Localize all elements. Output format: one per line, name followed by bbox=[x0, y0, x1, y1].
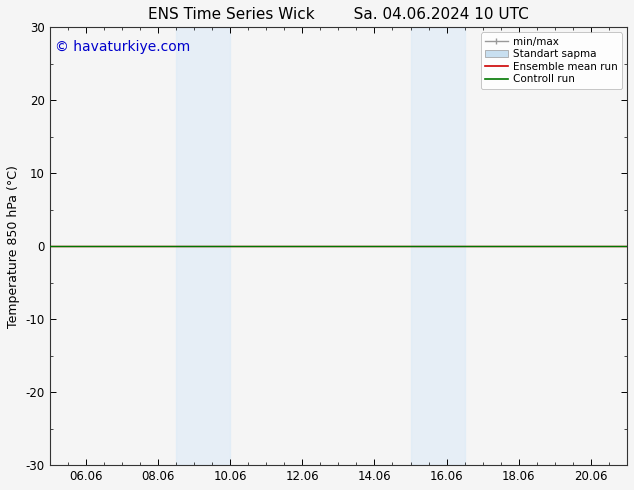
Y-axis label: Temperature 850 hPa (°C): Temperature 850 hPa (°C) bbox=[7, 165, 20, 328]
Title: ENS Time Series Wick        Sa. 04.06.2024 10 UTC: ENS Time Series Wick Sa. 04.06.2024 10 U… bbox=[148, 7, 529, 22]
Text: © havaturkiye.com: © havaturkiye.com bbox=[55, 40, 191, 54]
Legend: min/max, Standart sapma, Ensemble mean run, Controll run: min/max, Standart sapma, Ensemble mean r… bbox=[481, 32, 622, 89]
Bar bbox=[176, 27, 230, 465]
Bar bbox=[410, 27, 465, 465]
